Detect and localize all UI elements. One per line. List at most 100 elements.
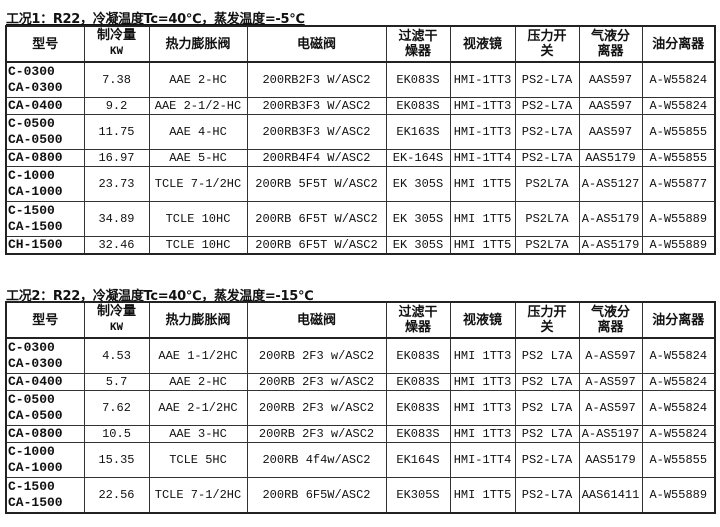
model-name: CA-1000: [8, 460, 63, 475]
cell-accumulator: A-AS5127: [578, 166, 643, 202]
cell-accumulator: AAS5179: [578, 442, 643, 478]
cell-accumulator: A-AS5197: [578, 425, 643, 443]
cell-capacity: 7.62: [83, 390, 150, 426]
cell-capacity: 15.35: [83, 442, 150, 478]
cell-model: C-0300 CA-0300: [5, 337, 85, 374]
cell-model: CA-0400: [5, 97, 85, 115]
cell-model: CA-0800: [5, 425, 85, 443]
condition-2-table: 型号 制冷量 KW 热力膨胀阀 电磁阀 过滤干 燥器 视液镜 压力开关气液分 离器 油分离器 C-03…: [5, 301, 716, 514]
table-row: C-1000 CA-1000 15.35 TCLE 5HC 200RB 4f4w/ASC…: [5, 442, 716, 478]
header-text: 过滤干: [398, 305, 438, 320]
header-text: 燥器: [404, 44, 431, 59]
cell-capacity: 10.5: [83, 425, 150, 443]
cell-filter-drier: EK083S: [385, 425, 451, 443]
cell-pressure-switch: PS2L7A: [514, 166, 580, 202]
cell-filter-drier: EK 305S: [385, 201, 451, 237]
model-name: C-0300: [8, 64, 55, 79]
cell-sight-glass: HMI-1TT4: [449, 149, 516, 167]
cell-accumulator: A-AS597: [578, 373, 643, 391]
header-pressure-switch: 压力开关: [514, 25, 580, 63]
cell-accumulator: A-AS5179: [578, 201, 643, 237]
cell-pressure-switch: PS2 L7A: [514, 337, 580, 374]
cell-filter-drier: EK 305S: [385, 166, 451, 202]
cell-oil-separator: A-W55889: [641, 236, 716, 255]
cell-pressure-switch: PS2-L7A: [514, 61, 580, 98]
cell-oil-separator: A-W55824: [641, 390, 716, 426]
condition-1-title: 工况1：R22，冷凝温度Tc=40℃，蒸发温度=-5℃: [6, 12, 305, 27]
model-name: CA-0300: [8, 80, 63, 95]
model-name: C-1500: [8, 203, 55, 218]
header-text: 型号: [32, 312, 59, 328]
cell-solenoid-valve: 200RB 6F5T W/ASC2: [246, 236, 387, 255]
cell-model: C-1000 CA-1000: [5, 442, 85, 478]
cell-pressure-switch: PS2-L7A: [514, 442, 580, 478]
header-row: 型号 制冷量 KW 热力膨胀阀 电磁阀 过滤干 燥器 视液镜 压力开关气液分 离器 油分离器: [5, 301, 716, 339]
cell-solenoid-valve: 200RB 2F3 w/ASC2: [246, 390, 387, 426]
cell-sight-glass: HMI 1TT5: [449, 201, 516, 237]
header-sight-glass: 视液镜: [449, 301, 516, 339]
cell-model: C-1500 CA-1500: [5, 477, 85, 514]
cell-filter-drier: EK 305S: [385, 236, 451, 255]
cell-pressure-switch: PS2 L7A: [514, 390, 580, 426]
header-solenoid-valve: 电磁阀: [246, 301, 387, 339]
header-text: 型号: [32, 36, 59, 52]
cell-filter-drier: EK164S: [385, 442, 451, 478]
cell-oil-separator: A-W55855: [641, 149, 716, 167]
table-row: C-1000 CA-1000 23.73 TCLE 7-1/2HC 200RB 5F5T…: [5, 166, 716, 202]
cell-accumulator: AAS5179: [578, 149, 643, 167]
header-text: KW: [109, 46, 124, 58]
model-name: CA-0800: [8, 150, 63, 166]
cell-filter-drier: EK083S: [385, 390, 451, 426]
cell-expansion-valve: AAE 2-1/2-HC: [148, 97, 248, 115]
header-oil-separator: 油分离器: [641, 301, 716, 339]
header-text: 气液分: [590, 305, 630, 320]
header-filter-drier: 过滤干 燥器: [385, 301, 451, 339]
cell-expansion-valve: AAE 1-1/2HC: [148, 337, 248, 374]
header-text: 燥器: [404, 320, 431, 335]
cell-sight-glass: HMI-1TT4: [449, 442, 516, 478]
cell-filter-drier: EK083S: [385, 337, 451, 374]
header-row: 型号 制冷量 KW 热力膨胀阀 电磁阀 过滤干 燥器 视液镜 压力开关气液分 离器 油分离器: [5, 25, 716, 63]
cell-model: C-0500 CA-0500: [5, 114, 85, 150]
cell-accumulator: A-AS597: [578, 337, 643, 374]
header-solenoid-valve: 电磁阀: [246, 25, 387, 63]
cell-solenoid-valve: 200RB 6F5W/ASC2: [246, 477, 387, 514]
header-text: KW: [109, 322, 124, 334]
cell-pressure-switch: PS2-L7A: [514, 97, 580, 115]
header-oil-separator: 油分离器: [641, 25, 716, 63]
cell-sight-glass: HMI-1TT3: [449, 97, 516, 115]
cell-oil-separator: A-W55889: [641, 477, 716, 514]
cell-pressure-switch: PS2L7A: [514, 201, 580, 237]
table-row: C-0300 CA-0300 7.38 AAE 2-HC 200RB2F3 W/ASC2…: [5, 61, 716, 98]
cell-pressure-switch: PS2L7A: [514, 236, 580, 255]
model-name: CA-0400: [8, 374, 63, 390]
cell-solenoid-valve: 200RB 5F5T W/ASC2: [246, 166, 387, 202]
table-row: CA-0800 10.5 AAE 3-HC 200RB 2F3 w/ASC2 EK083…: [5, 425, 716, 443]
cell-sight-glass: HMI 1TT5: [449, 236, 516, 255]
header-text: 热力膨胀阀: [165, 36, 231, 52]
header-text: 电磁阀: [296, 36, 336, 52]
cell-solenoid-valve: 200RB 2F3 w/ASC2: [246, 373, 387, 391]
header-text: 热力膨胀阀: [165, 312, 231, 328]
cell-capacity: 9.2: [83, 97, 150, 115]
header-model: 型号: [5, 25, 85, 63]
cell-solenoid-valve: 200RB3F3 W/ASC2: [246, 114, 387, 150]
header-accumulator: 气液分 离器: [578, 25, 643, 63]
cell-accumulator: AAS597: [578, 61, 643, 98]
cell-expansion-valve: AAE 2-1/2HC: [148, 390, 248, 426]
cell-filter-drier: EK305S: [385, 477, 451, 514]
cell-pressure-switch: PS2-L7A: [514, 149, 580, 167]
model-name: CA-1000: [8, 184, 63, 199]
model-name: CA-1500: [8, 219, 63, 234]
cell-filter-drier: EK163S: [385, 114, 451, 150]
model-name: CA-1500: [8, 495, 63, 510]
cell-oil-separator: A-W55877: [641, 166, 716, 202]
header-text: 电磁阀: [296, 312, 336, 328]
cell-pressure-switch: PS2 L7A: [514, 425, 580, 443]
cell-solenoid-valve: 200RB 2F3 w/ASC2: [246, 425, 387, 443]
header-text: 制冷量: [96, 304, 136, 319]
cell-solenoid-valve: 200RB 4f4w/ASC2: [246, 442, 387, 478]
header-capacity: 制冷量 KW: [83, 301, 150, 339]
cell-expansion-valve: AAE 2-HC: [148, 373, 248, 391]
cell-oil-separator: A-W55855: [641, 114, 716, 150]
